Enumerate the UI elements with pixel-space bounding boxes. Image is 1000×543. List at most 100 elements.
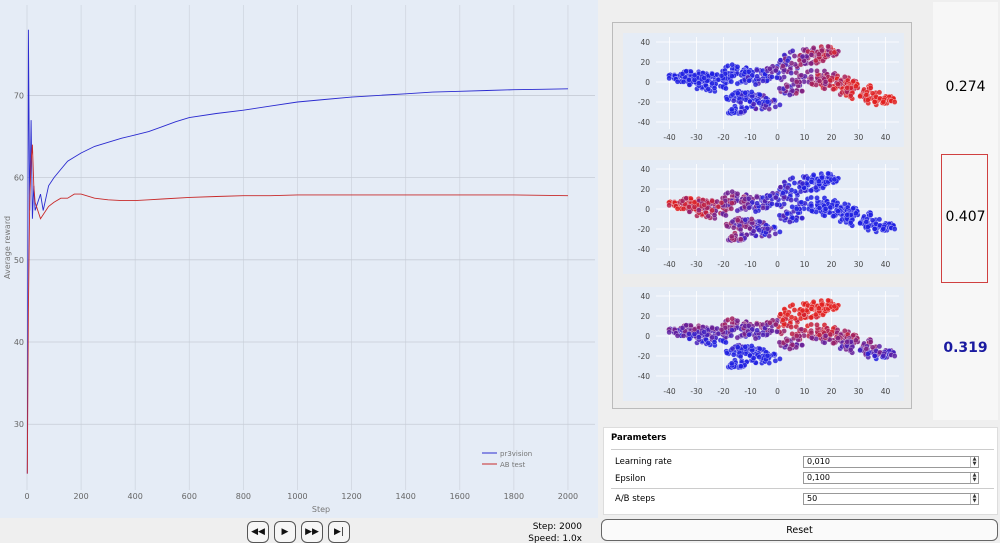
scatter-point [788,314,795,320]
scatter-point [674,78,681,85]
x-tick-label: 600 [182,492,197,501]
scatter-point [869,217,876,224]
scatter-point [808,194,814,201]
step-value: 2000 [559,522,582,532]
scatter-point [830,86,837,92]
scatter-point [756,100,762,106]
scatter-point [808,75,815,82]
scatter-point [825,297,831,304]
scatter-point [777,356,783,362]
scatter-point [701,202,707,208]
learning-rate-label: Learning rate [615,457,672,467]
reset-button[interactable]: Reset [601,519,998,541]
scatter-point [784,83,790,90]
y-tick-label: 0 [645,78,650,87]
scatter-point [686,331,692,337]
learning-rate-input[interactable]: 0,010 ▲ ▼ [803,456,979,468]
series-line-1 [26,144,569,474]
fast-forward-button[interactable]: ▶▶ [301,521,323,543]
scatter-point [821,212,828,219]
scatter-point [816,305,822,312]
scatter-point [850,205,856,212]
scatter-point [728,360,735,367]
scatter-point [835,81,841,87]
scatter-point [686,209,693,215]
x-tick-label: 20 [827,133,837,142]
play-icon: ▶ [281,527,289,537]
scatter-point [869,344,876,351]
scatter-point [764,352,771,359]
x-tick-label: -30 [690,387,702,396]
scatter-point [728,332,735,339]
divider [611,488,994,489]
y-axis-title: Average reward [3,216,12,279]
x-tick-label: 1200 [341,492,361,501]
skip-end-button[interactable]: ▶| [328,521,350,543]
scatter-point [748,343,755,349]
scatter-point [686,77,692,83]
spinner-arrows-icon[interactable]: ▲ ▼ [970,494,978,504]
scatter-point [705,213,712,219]
scatter-point [734,80,741,87]
scatter-point [738,236,744,243]
scatter-point [729,188,735,195]
scatter-point [821,85,828,92]
scatter-point [680,333,687,339]
scatter-point [774,201,780,208]
scatter-point [723,212,729,219]
scatter-point [847,219,854,226]
scatter-point [850,332,856,339]
x-tick-label: 400 [128,492,143,501]
scatter-point [789,175,796,181]
scatter-point [729,200,735,206]
play-button[interactable]: ▶ [274,521,296,543]
scatter-point [742,217,749,223]
scatter-point [799,307,806,314]
x-tick-label: -10 [744,133,756,142]
scatter-point [825,170,831,177]
scatter-point [780,317,786,323]
spinner-arrows-icon[interactable]: ▲ ▼ [970,473,978,483]
scatter-point [847,92,854,99]
x-tick-label: 1600 [450,492,470,501]
y-tick-label: 20 [640,58,650,67]
score-2: 0.407 [945,209,986,225]
scatter-point [750,355,757,361]
scatter-point [691,199,698,206]
scatter-point [742,90,749,96]
scatter-point [830,340,837,346]
scatter-point [777,184,784,190]
scatter-point [764,225,771,232]
scatter-point [844,339,850,345]
x-axis-title: Step [312,505,330,514]
ab-steps-input[interactable]: 50 ▲ ▼ [803,493,979,505]
scatter-point [674,205,681,212]
scatter-point [808,208,815,214]
scatter-point [808,60,814,67]
scatter-point [808,329,815,336]
scatter-point [728,106,735,113]
scatter-point [729,327,735,333]
spinner-arrows-icon[interactable]: ▲ ▼ [970,457,978,467]
scatter-point [810,45,817,51]
x-tick-label: -20 [717,387,729,396]
scatter-point [808,335,815,341]
scatter-point [709,207,715,214]
scatter-point [872,226,878,232]
scatter-point [735,344,741,350]
scatter-point [686,336,693,342]
y-tick-label: 30 [14,420,24,429]
rewind-button[interactable]: ◀◀ [247,521,269,543]
scatter-point [813,184,819,191]
scatter-point [730,351,737,358]
scatter-point [780,190,786,196]
scatter-point [680,79,687,85]
scatter-point [827,204,834,211]
scatter-point [876,216,883,223]
x-tick-label: 40 [881,387,891,396]
scatter-point [789,215,796,221]
epsilon-input[interactable]: 0,100 ▲ ▼ [803,472,979,484]
scatter-point [756,354,762,360]
scatter-point [781,328,787,334]
scatter-point [827,331,834,338]
